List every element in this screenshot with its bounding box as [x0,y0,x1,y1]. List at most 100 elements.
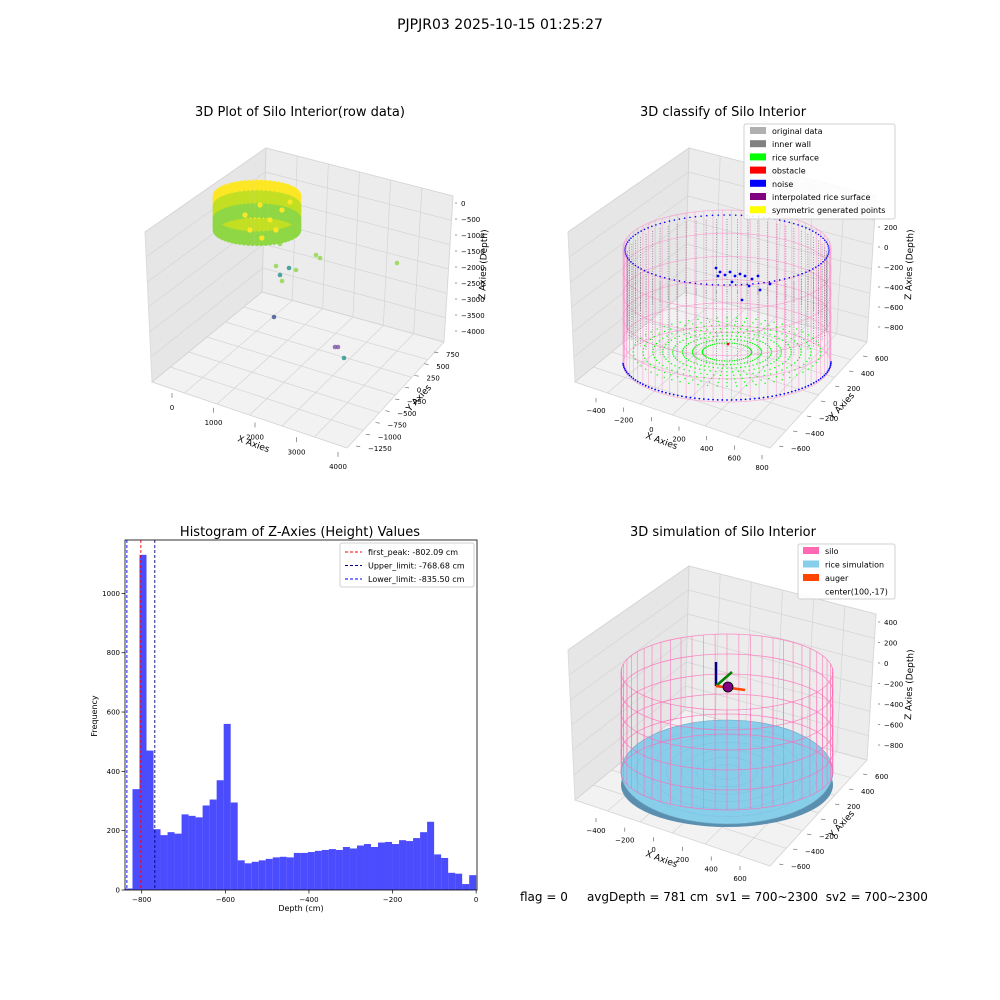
rice-surface-point [775,371,778,373]
rice-surface-point [663,356,665,358]
wall-point [233,239,239,245]
rice-surface-point [726,335,728,337]
rice-surface-point [803,363,805,366]
rice-surface-point [786,367,788,369]
rice-surface-point [726,374,728,377]
noise-point [783,392,786,395]
rice-surface-point [781,363,784,365]
rice-surface-point [754,358,756,361]
rice-surface-point [682,339,684,342]
rice-surface-point [705,361,708,363]
data-point [279,207,285,213]
legend-label: inner wall [772,140,811,149]
rice-surface-point [700,342,703,345]
rice-surface-point [710,377,713,380]
panel-title: 3D simulation of Silo Interior [630,525,817,540]
tick-mark [365,433,370,436]
rice-surface-point [752,338,754,340]
rice-surface-point [749,354,752,356]
noise-point [729,214,731,216]
noise-cluster-point [723,273,727,277]
rice-surface-point [663,376,665,379]
rice-surface-point [740,343,743,346]
rice-surface-point [812,365,814,367]
x-tick-label: 800 [755,464,768,472]
rice-surface-point [808,357,810,360]
legend-label: Lower_limit: -835.50 cm [368,575,465,584]
rice-surface-point [697,318,699,321]
rice-surface-point [649,363,651,366]
rice-surface-point [764,359,767,361]
rice-surface-point [717,367,719,369]
noise-cluster-point [716,274,720,278]
rice-surface-point [770,362,772,365]
legend-swatch [803,574,819,581]
rice-surface-point [723,360,726,362]
rice-surface-point [691,349,694,352]
rice-surface-point [706,356,708,359]
legend-swatch [750,193,766,200]
rice-surface-point [770,352,772,355]
rice-surface-point [634,358,636,360]
rice-surface-point [644,344,646,347]
data-point [247,227,253,233]
noise-point [700,283,702,285]
rice-surface-point [712,374,715,376]
noise-point [689,396,692,399]
outlier-point [263,237,269,243]
rice-surface-point [708,381,711,383]
y-axis-label: Y Axies [827,809,857,841]
x-tick-label: 3000 [288,448,306,456]
rice-surface-point [708,366,710,368]
rice-surface-point [762,366,765,368]
y-tick-label: −400 [805,430,824,438]
noise-point [740,283,743,286]
z-tick-label: 0 [884,244,888,252]
noise-point [828,367,831,370]
rice-surface-point [726,378,728,380]
rice-surface-point [662,353,664,356]
legend-label: silo [825,547,839,556]
noise-point [624,249,626,251]
axes-box-3d [144,147,454,449]
x-axis-label: X Axies [644,849,679,870]
noise-point [659,222,662,225]
rice-surface-point [682,362,684,365]
rice-surface-point [762,341,764,344]
y-tick-label: 0 [833,818,837,826]
x-tick-label: 2000 [246,434,264,442]
rice-surface-point [756,344,758,347]
tick-mark [404,386,409,389]
histogram-bar [279,856,287,890]
rice-surface-point [713,359,716,361]
rice-surface-point [672,349,674,351]
rice-surface-point [671,379,673,381]
rice-surface-point [812,337,814,339]
y-tick-label: 750 [446,351,459,359]
rice-surface-point [796,359,799,362]
noise-cluster-point [733,274,737,278]
wall-point [254,213,260,219]
rice-surface-point [762,360,764,363]
rice-surface-point [781,333,783,335]
gridline [571,637,688,726]
outlier-point [317,255,323,261]
noise-point [828,251,830,253]
noise-point [825,372,827,375]
rice-surface-point [733,327,735,330]
histogram-bar [469,875,477,890]
histogram-bar [237,860,245,890]
rice-surface-point [653,335,655,338]
rice-surface-point [728,360,731,362]
noise-point [628,374,631,377]
gridline [413,187,423,334]
noise-point [651,272,653,275]
rice-surface-point [736,359,738,361]
rice-surface-point [702,348,705,350]
rice-surface-point [790,351,792,353]
rice-surface-point [764,370,766,372]
histogram-bar [434,854,442,890]
rice-surface-point [726,363,728,366]
z-tick-label: −3000 [461,296,485,304]
histogram-bar [370,846,378,890]
